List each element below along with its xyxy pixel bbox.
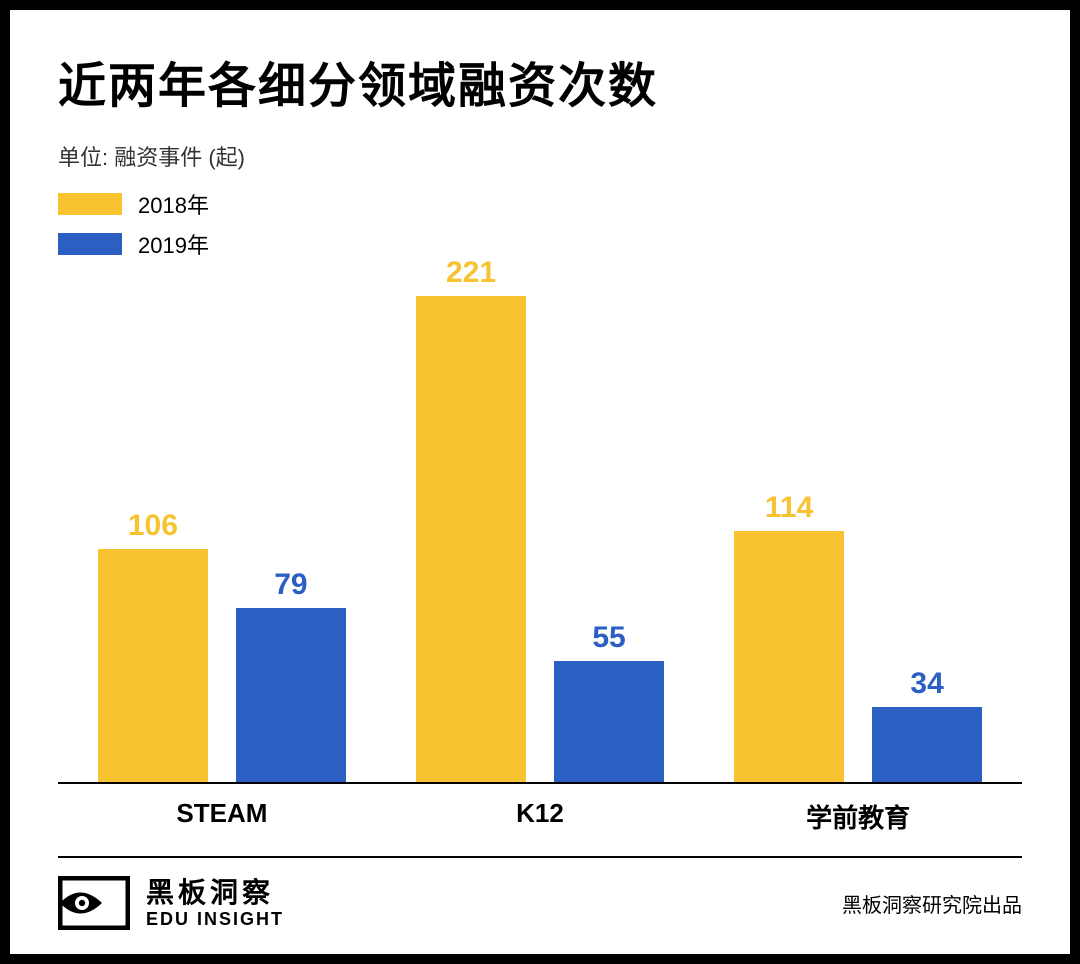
bar-rect — [98, 549, 208, 782]
brand-name-cn: 黑板洞察 — [146, 877, 284, 909]
x-axis-labels: STEAM K12 学前教育 — [58, 784, 1022, 844]
bar-rect — [416, 296, 526, 782]
bar-group: 221 55 — [416, 256, 664, 782]
bar-rect — [554, 661, 664, 782]
x-axis-label: K12 — [516, 798, 564, 829]
bar-value-label: 221 — [446, 256, 496, 290]
legend-swatch — [58, 193, 122, 215]
bar-rect — [236, 608, 346, 782]
bar: 106 — [98, 509, 208, 782]
brand: 黑板洞察 EDU INSIGHT — [58, 876, 284, 930]
legend: 2018年 2019年 — [58, 188, 1022, 260]
x-axis-label: 学前教育 — [806, 798, 910, 835]
bar-value-label: 34 — [910, 667, 943, 701]
footer-credit: 黑板洞察研究院出品 — [842, 889, 1022, 918]
legend-label: 2018年 — [138, 188, 209, 220]
bar-value-label: 79 — [274, 568, 307, 602]
bar: 114 — [734, 491, 844, 782]
x-axis-label: STEAM — [176, 798, 267, 829]
bar-group: 114 34 — [734, 491, 982, 782]
chart-frame: 近两年各细分领域融资次数 单位: 融资事件 (起) 2018年 2019年 10… — [0, 0, 1080, 964]
brand-name-en: EDU INSIGHT — [146, 909, 284, 930]
chart-area: 106792215511434 STEAMK12学前教育 — [58, 276, 1022, 844]
brand-text: 黑板洞察 EDU INSIGHT — [146, 877, 284, 930]
legend-label: 2019年 — [138, 228, 209, 260]
bar: 55 — [554, 621, 664, 782]
bar-value-label: 114 — [765, 491, 813, 525]
bar: 34 — [872, 667, 982, 782]
legend-swatch — [58, 233, 122, 255]
bar-rect — [872, 707, 982, 782]
plot-region: 106792215511434 — [58, 276, 1022, 784]
bar: 79 — [236, 568, 346, 782]
bar-value-label: 106 — [128, 509, 178, 543]
chart-title: 近两年各细分领域融资次数 — [58, 46, 1022, 116]
bar-value-label: 55 — [592, 621, 625, 655]
brand-logo-icon — [58, 876, 130, 930]
bar-rect — [734, 531, 844, 782]
bar: 221 — [416, 256, 526, 782]
legend-item-2018: 2018年 — [58, 188, 1022, 220]
footer: 黑板洞察 EDU INSIGHT 黑板洞察研究院出品 — [58, 856, 1022, 930]
chart-subtitle: 单位: 融资事件 (起) — [58, 140, 1022, 172]
bar-group: 106 79 — [98, 509, 346, 782]
